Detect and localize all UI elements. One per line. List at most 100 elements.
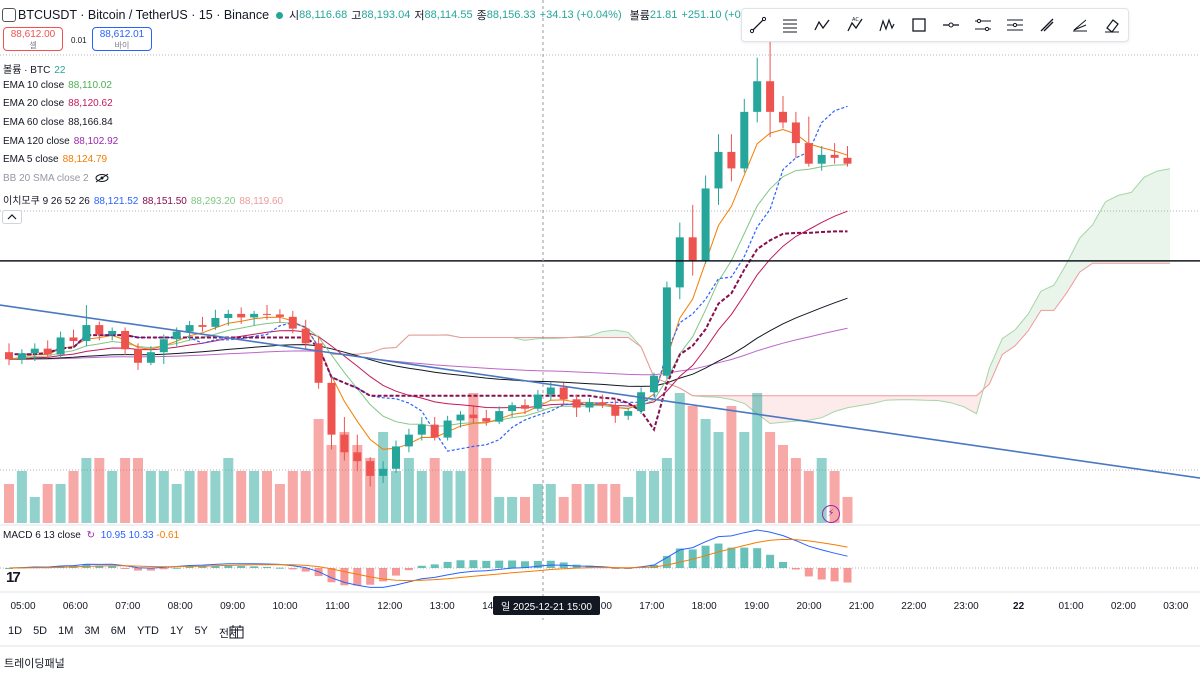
candle-7 [95,325,103,334]
eye-hidden-icon[interactable] [95,173,109,183]
collapse-legend-icon[interactable] [2,210,22,224]
candle-23 [302,329,310,344]
candle-51 [663,287,671,375]
candle-16 [211,318,219,327]
refresh-icon[interactable]: ↻ [87,530,95,541]
high-label: 고 [351,7,361,23]
volume-bar-20 [262,471,272,523]
candle-37 [482,418,490,422]
macd-hist-56 [727,548,735,568]
volume-value: 21.81 [650,9,678,21]
candle-64 [831,155,839,158]
legend-macd[interactable]: MACD 6 13 close ↻ 10.95 10.33 -0.61 [3,530,179,541]
open-value: 88,116.68 [299,9,347,21]
x-tick-8: 13:00 [430,601,455,612]
candle-19 [250,314,258,318]
macd-hist-32 [418,566,426,568]
cloud-segment-37 [809,396,822,420]
macd-hist-21 [276,568,284,569]
open-label: 시 [289,7,299,23]
volume-bar-16 [210,471,220,523]
x-tick-1: 06:00 [63,601,88,612]
macd-hist-58 [753,548,761,568]
close-value: 88,156.33 [487,9,536,21]
fib-icon[interactable] [779,14,801,36]
lightning-icon[interactable]: ⚡ [822,505,840,523]
timeframe-7[interactable]: 5Y [194,625,207,641]
macd-value-2: 10.33 [129,530,154,541]
cloud-segment-53 [1015,314,1028,346]
x-tick-0: 05:00 [10,601,35,612]
pattern-icon[interactable] [811,14,833,36]
x-tick-12: 17:00 [639,601,664,612]
macd-hist-30 [392,568,400,576]
trend-line-icon[interactable] [747,14,769,36]
trading-panel-tab[interactable]: 트레이딩패널 [0,652,69,674]
timeframe-6[interactable]: 1Y [170,625,183,641]
timeframe-4[interactable]: 6M [111,625,126,641]
eraser-icon[interactable] [1101,14,1123,36]
timeframe-3[interactable]: 3M [84,625,99,641]
macd-hist-18 [237,566,245,568]
candle-28 [366,461,374,476]
macd-hist-22 [289,568,297,569]
harmonic-icon[interactable] [876,14,898,36]
candle-10 [134,349,142,363]
macd-name: MACD 6 13 close [3,530,81,541]
candle-40 [521,405,529,409]
cloud-segment-36 [796,396,809,421]
high-value: 88,193.04 [361,9,410,21]
volume-bar-39 [507,497,517,523]
macd-hist-55 [715,544,723,568]
candle-55 [715,152,723,189]
date-range-icon[interactable] [228,623,246,641]
timeframe-1[interactable]: 5D [33,625,47,641]
buy-button[interactable]: 88,612.01 바이 [92,27,152,51]
legend-bb[interactable]: BB 20 SMA close 2 [3,173,109,184]
pitchfork-icon[interactable] [1069,14,1091,36]
volume-bar-1 [17,471,27,523]
volume-bar-25 [327,445,337,523]
macd-hist-10 [134,568,142,571]
candle-20 [263,314,271,315]
volume-bar-43 [559,497,569,523]
volume-bar-50 [649,471,659,523]
chart-header: BTCUSDT · Bitcoin / TetherUS · 15 · Bina… [0,6,773,24]
volume-bar-41 [533,484,543,523]
elliott-icon[interactable]: AC [844,14,866,36]
cloud-segment-44 [899,396,912,400]
candle-8 [108,331,116,335]
tradingview-logo-icon[interactable]: 17 [6,569,19,586]
volume-bar-42 [546,484,556,523]
sell-button[interactable]: 88,612.00 셀 [3,27,63,51]
parallel-channel-icon[interactable] [972,14,994,36]
candle-5 [70,337,78,341]
volume-bar-2 [30,497,40,523]
low-label: 저 [414,7,424,23]
timeframe-5[interactable]: YTD [137,625,159,641]
x-tick-7: 12:00 [377,601,402,612]
volume-bar-0 [4,484,14,523]
macd-value-1: 10.95 [101,530,126,541]
candle-44 [573,399,581,407]
volume-bar-32 [417,471,427,523]
svg-text:AC: AC [852,17,859,23]
volume-bar-35 [456,471,466,523]
channel-icon[interactable] [1004,14,1026,36]
timeframe-2[interactable]: 1M [58,625,73,641]
brush-icon[interactable] [1036,14,1058,36]
horizontal-ray-icon[interactable] [940,14,962,36]
timeframe-0[interactable]: 1D [8,625,22,641]
candle-38 [495,411,503,422]
rectangle-icon[interactable] [908,14,930,36]
symbol-title[interactable]: BTCUSDT · Bitcoin / TetherUS · 15 · Bina… [18,8,269,22]
